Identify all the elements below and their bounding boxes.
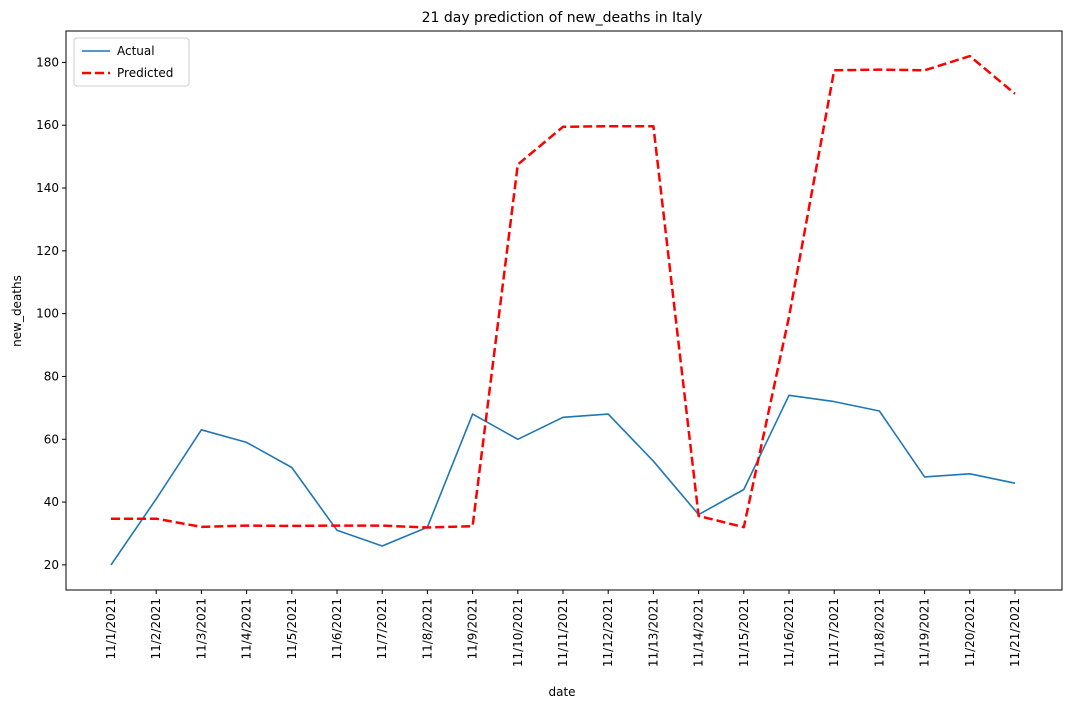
x-tick-label: 11/12/2021 bbox=[601, 598, 615, 667]
y-tick-label: 120 bbox=[36, 244, 59, 258]
x-tick-label: 11/4/2021 bbox=[240, 598, 254, 660]
x-tick-label: 11/2/2021 bbox=[149, 598, 163, 660]
legend-label-predicted: Predicted bbox=[117, 66, 173, 80]
x-tick-label: 11/6/2021 bbox=[330, 598, 344, 660]
x-tick-label: 11/3/2021 bbox=[194, 598, 208, 660]
x-tick-label: 11/18/2021 bbox=[872, 598, 886, 667]
y-tick-label: 180 bbox=[36, 55, 59, 69]
chart-title: 21 day prediction of new_deaths in Italy bbox=[422, 10, 703, 26]
x-tick-label: 11/16/2021 bbox=[782, 598, 796, 667]
x-tick-label: 11/13/2021 bbox=[646, 598, 660, 667]
y-tick-label: 40 bbox=[44, 495, 59, 509]
x-tick-label: 11/19/2021 bbox=[918, 598, 932, 667]
x-tick-label: 11/8/2021 bbox=[420, 598, 434, 660]
x-tick-label: 11/14/2021 bbox=[692, 598, 706, 667]
y-tick-label: 60 bbox=[44, 432, 59, 446]
x-tick-label: 11/21/2021 bbox=[1008, 598, 1022, 667]
series-line-predicted bbox=[111, 54, 1016, 529]
x-tick-label: 11/9/2021 bbox=[466, 598, 480, 660]
y-tick-label: 140 bbox=[36, 181, 59, 195]
x-tick-label: 11/1/2021 bbox=[104, 598, 118, 660]
x-axis-title: date bbox=[548, 685, 575, 699]
x-axis: 11/1/2021 11/2/2021 11/3/2021 11/4/2021 11/5… bbox=[104, 590, 1022, 667]
legend: Actual Predicted bbox=[73, 37, 190, 87]
y-axis-title: new_deaths bbox=[10, 275, 24, 347]
series-layer bbox=[110, 54, 1016, 566]
y-tick-label: 160 bbox=[36, 118, 59, 132]
plot-frame bbox=[65, 30, 1063, 591]
legend-label-actual: Actual bbox=[117, 44, 155, 58]
y-axis: 20 40 60 80 100 120 140 160 180 bbox=[36, 55, 66, 572]
x-tick-label: 11/11/2021 bbox=[556, 598, 570, 667]
x-tick-label: 11/10/2021 bbox=[511, 598, 525, 667]
series-line-actual bbox=[110, 394, 1016, 566]
x-tick-label: 11/15/2021 bbox=[737, 598, 751, 667]
y-tick-label: 20 bbox=[44, 558, 59, 572]
x-tick-label: 11/17/2021 bbox=[827, 598, 841, 667]
x-tick-label: 11/5/2021 bbox=[285, 598, 299, 660]
y-tick-label: 100 bbox=[36, 307, 59, 321]
x-tick-label: 11/7/2021 bbox=[375, 598, 389, 660]
y-tick-label: 80 bbox=[44, 369, 59, 383]
x-tick-label: 11/20/2021 bbox=[963, 598, 977, 667]
